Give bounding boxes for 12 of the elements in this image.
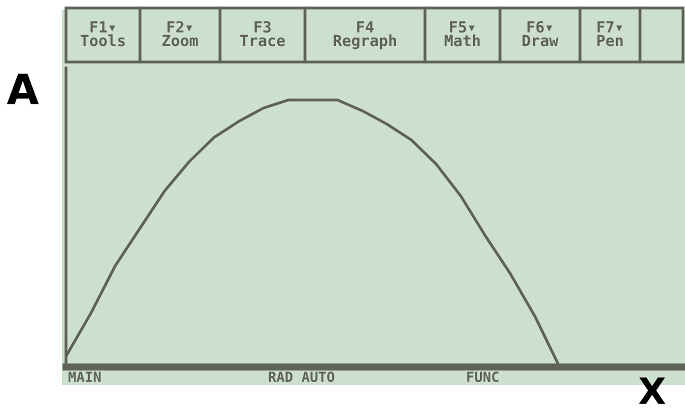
y-axis-title: A bbox=[6, 74, 39, 104]
text: F3 Trace bbox=[240, 21, 285, 46]
x-axis-title: X bbox=[638, 378, 666, 404]
text: F7▾ Pen bbox=[597, 21, 623, 46]
text: F1▾ Tools bbox=[80, 21, 125, 46]
text: F5▾ Math bbox=[444, 21, 480, 46]
text: FUNC bbox=[467, 372, 498, 382]
text: F6▾ Draw bbox=[522, 21, 558, 46]
text: F2▾ Zoom bbox=[162, 21, 198, 46]
text: MAIN bbox=[68, 372, 101, 382]
text: F4 Regraph bbox=[334, 21, 396, 50]
text: RAD AUTO bbox=[268, 372, 334, 382]
